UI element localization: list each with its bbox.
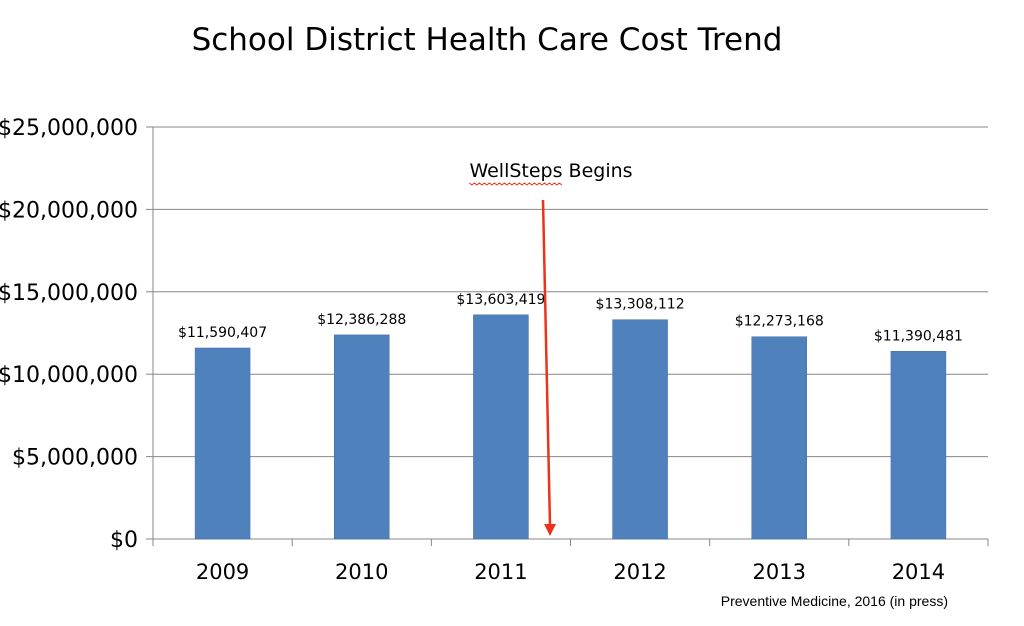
y-tick-label: $10,000,000 xyxy=(0,363,138,388)
data-label: $12,273,168 xyxy=(735,314,824,330)
x-tick-label: 2011 xyxy=(474,560,527,584)
data-label: $11,390,481 xyxy=(874,328,963,344)
source-note: Preventive Medicine, 2016 (in press) xyxy=(721,593,948,609)
y-tick-label: $5,000,000 xyxy=(12,446,138,471)
x-tick-label: 2014 xyxy=(892,560,945,584)
bar-2011 xyxy=(473,314,529,540)
annotation-text: WellSteps Begins xyxy=(469,160,632,182)
y-tick-label: $20,000,000 xyxy=(0,198,138,223)
data-label: $13,308,112 xyxy=(596,297,685,313)
annotation-arrow-head xyxy=(544,524,556,536)
data-label: $11,590,407 xyxy=(178,325,267,341)
bar-2010 xyxy=(334,334,390,540)
x-tick-label: 2010 xyxy=(335,560,388,584)
annotation: WellSteps Begins xyxy=(469,160,633,536)
data-label: $12,386,288 xyxy=(317,312,406,328)
data-labels: $11,590,407 $12,386,288 $13,603,419 $13,308… xyxy=(178,292,963,344)
gridlines xyxy=(153,126,988,458)
chart-title: School District Health Care Cost Trend xyxy=(192,22,783,58)
bar-2009 xyxy=(194,347,251,540)
x-tick-label: 2012 xyxy=(613,560,666,584)
annotation-arrow-line xyxy=(541,199,552,527)
spellcheck-squiggle xyxy=(469,182,563,186)
x-tick-label: 2009 xyxy=(196,560,249,584)
y-tick-label: $15,000,000 xyxy=(0,281,138,306)
bar-2013 xyxy=(751,336,807,540)
bar-2012 xyxy=(612,319,668,540)
axes: $0 $5,000,000 $10,000,000 $15,000,000 $20,00… xyxy=(0,116,989,584)
bars xyxy=(194,314,947,540)
y-tick-label: $25,000,000 xyxy=(0,116,138,141)
bar-2014 xyxy=(890,351,947,540)
x-tick-label: 2013 xyxy=(753,560,806,584)
y-tick-label: $0 xyxy=(110,528,138,553)
data-label: $13,603,419 xyxy=(456,292,545,308)
